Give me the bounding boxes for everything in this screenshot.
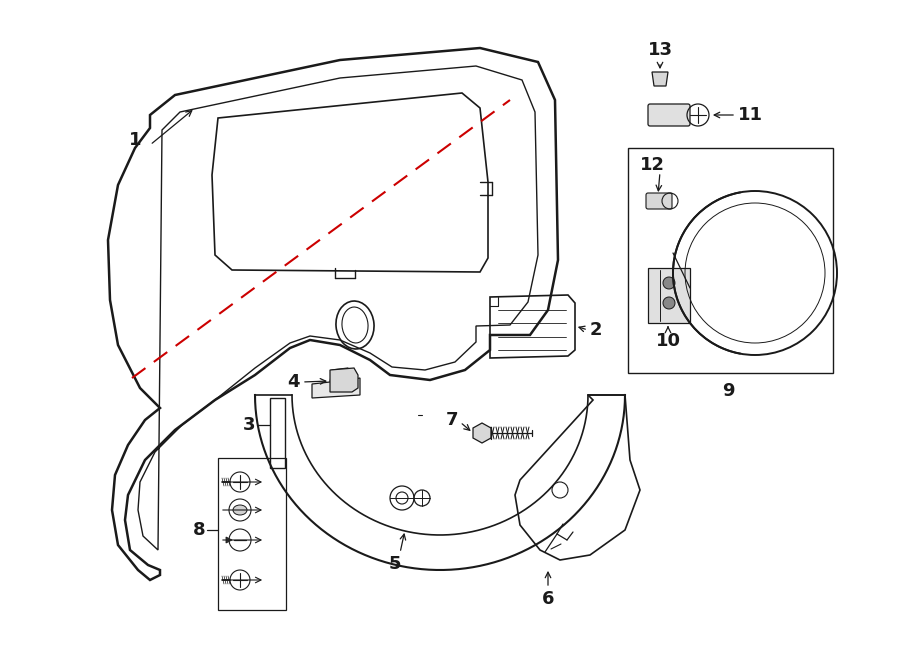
Text: 5: 5 bbox=[389, 555, 401, 573]
FancyBboxPatch shape bbox=[646, 193, 672, 209]
Text: 6: 6 bbox=[542, 590, 554, 608]
Text: 3: 3 bbox=[242, 416, 255, 434]
Text: 1: 1 bbox=[129, 131, 141, 149]
Text: 11: 11 bbox=[738, 106, 763, 124]
Bar bbox=[218, 458, 286, 610]
Ellipse shape bbox=[233, 505, 247, 515]
Text: 8: 8 bbox=[193, 521, 205, 539]
Text: 13: 13 bbox=[647, 41, 672, 59]
Circle shape bbox=[663, 277, 675, 289]
Text: 4: 4 bbox=[287, 373, 300, 391]
Polygon shape bbox=[330, 368, 358, 392]
Bar bbox=[648, 268, 690, 323]
Text: 7: 7 bbox=[446, 411, 458, 429]
Bar bbox=[270, 398, 285, 468]
Polygon shape bbox=[312, 368, 360, 398]
FancyBboxPatch shape bbox=[648, 104, 690, 126]
Polygon shape bbox=[473, 423, 491, 443]
Bar bbox=[628, 148, 833, 373]
Text: 12: 12 bbox=[640, 156, 665, 174]
Text: 2: 2 bbox=[590, 321, 602, 339]
Text: 10: 10 bbox=[655, 332, 680, 350]
Polygon shape bbox=[652, 72, 668, 86]
Text: 9: 9 bbox=[722, 382, 734, 400]
Polygon shape bbox=[226, 537, 232, 543]
Circle shape bbox=[663, 297, 675, 309]
